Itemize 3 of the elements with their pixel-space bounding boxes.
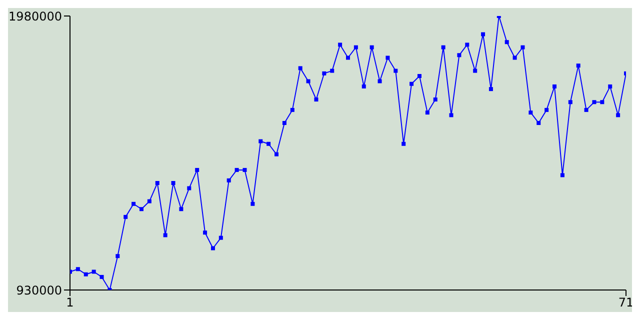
y-tick-label: 1980000 xyxy=(8,9,62,24)
y-tick-label: 930000 xyxy=(16,283,62,298)
x-tick-label: 1 xyxy=(66,296,74,310)
